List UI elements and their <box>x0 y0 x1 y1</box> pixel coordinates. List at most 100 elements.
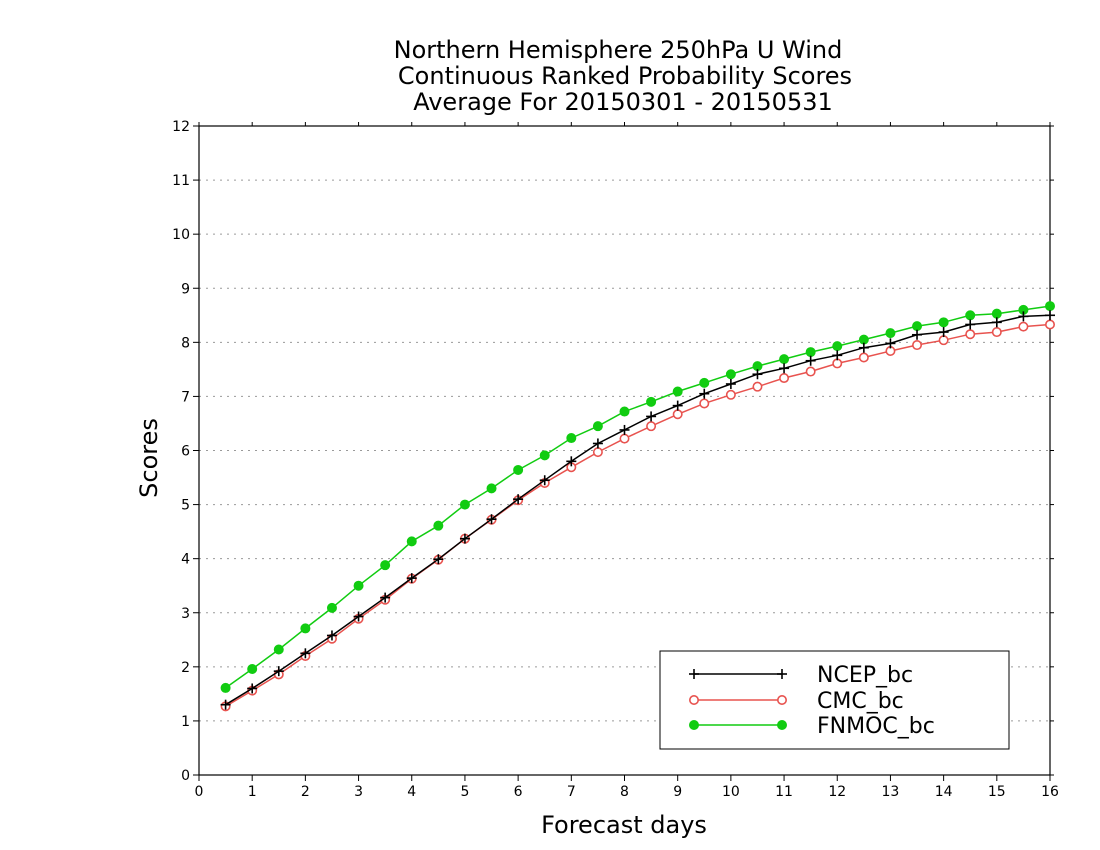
legend-marker-start-ncep-bc <box>689 669 699 679</box>
data-point-ncep-bc <box>672 400 683 411</box>
y-tick-label: 3 <box>181 606 190 622</box>
data-point-fnmoc-bc <box>566 433 577 444</box>
data-point-ncep-bc <box>273 666 284 677</box>
data-point-fnmoc-bc <box>885 328 896 339</box>
x-tick-label: 14 <box>935 784 953 800</box>
x-tick-label: 12 <box>828 784 846 800</box>
data-point-fnmoc-bc <box>592 421 603 432</box>
data-point-ncep-bc <box>805 355 816 366</box>
data-point-fnmoc-bc <box>619 406 630 417</box>
legend-marker-start-fnmoc-bc <box>689 720 699 730</box>
data-point-fnmoc-bc <box>539 450 550 461</box>
x-tick-label: 4 <box>407 784 416 800</box>
legend-label-ncep-bc: NCEP_bc <box>817 663 913 688</box>
data-point-fnmoc-bc <box>486 483 497 494</box>
data-point-cmc-bc <box>592 447 603 458</box>
data-point-fnmoc-bc <box>433 520 444 531</box>
legend-label-fnmoc-bc: FNMOC_bc <box>817 714 935 739</box>
data-point-ncep-bc <box>406 573 417 584</box>
x-tick-label: 6 <box>514 784 523 800</box>
series-fnmoc-bc <box>220 301 1055 693</box>
data-point-fnmoc-bc <box>699 377 710 388</box>
data-point-fnmoc-bc <box>991 308 1002 319</box>
data-point-cmc-bc <box>646 421 657 432</box>
data-point-cmc-bc <box>965 329 976 340</box>
data-point-ncep-bc <box>1018 311 1029 322</box>
data-point-ncep-bc <box>752 369 763 380</box>
data-point-cmc-bc <box>619 433 630 444</box>
data-point-ncep-bc <box>433 554 444 565</box>
series-layer <box>220 301 1056 712</box>
data-point-ncep-bc <box>619 424 630 435</box>
data-point-ncep-bc <box>832 350 843 361</box>
data-point-fnmoc-bc <box>832 341 843 352</box>
y-tick-label: 10 <box>172 227 190 243</box>
x-tick-label: 11 <box>775 784 793 800</box>
data-point-ncep-bc <box>885 338 896 349</box>
data-point-ncep-bc <box>486 514 497 525</box>
data-point-fnmoc-bc <box>459 499 470 510</box>
legend-marker-start-cmc-bc <box>688 694 699 705</box>
data-point-fnmoc-bc <box>672 386 683 397</box>
data-point-fnmoc-bc <box>380 560 391 571</box>
data-point-ncep-bc <box>247 683 258 694</box>
x-tick-label: 1 <box>248 784 257 800</box>
data-point-cmc-bc <box>779 373 790 384</box>
y-tick-label: 4 <box>181 552 190 568</box>
data-point-ncep-bc <box>539 475 550 486</box>
x-tick-label: 13 <box>882 784 900 800</box>
data-point-ncep-bc <box>938 327 949 338</box>
data-point-ncep-bc <box>858 342 869 353</box>
y-tick-label: 7 <box>181 389 190 405</box>
data-point-ncep-bc <box>326 630 337 641</box>
data-point-ncep-bc <box>220 699 231 710</box>
y-tick-label: 6 <box>181 444 190 460</box>
data-point-cmc-bc <box>938 335 949 346</box>
data-point-fnmoc-bc <box>300 623 311 634</box>
legend-marker-end-ncep-bc <box>777 669 787 679</box>
data-point-ncep-bc <box>380 592 391 603</box>
x-tick-label: 0 <box>195 784 204 800</box>
data-point-ncep-bc <box>353 611 364 622</box>
legend-marker-end-fnmoc-bc <box>777 720 787 730</box>
data-point-ncep-bc <box>513 494 524 505</box>
x-tick-label: 16 <box>1041 784 1059 800</box>
data-point-ncep-bc <box>300 648 311 659</box>
grid <box>199 179 1050 722</box>
data-point-fnmoc-bc <box>805 347 816 358</box>
data-point-ncep-bc <box>991 317 1002 328</box>
y-tick-label: 5 <box>181 498 190 514</box>
data-point-ncep-bc <box>779 363 790 374</box>
data-point-cmc-bc <box>725 389 736 400</box>
legend-entry-cmc-bc: CMC_bc <box>688 689 904 714</box>
x-tick-label: 5 <box>460 784 469 800</box>
y-tick-label: 11 <box>172 173 190 189</box>
data-point-fnmoc-bc <box>247 663 258 674</box>
x-tick-label: 10 <box>722 784 740 800</box>
y-tick-label: 8 <box>181 335 190 351</box>
data-point-fnmoc-bc <box>406 536 417 547</box>
data-point-ncep-bc <box>566 456 577 467</box>
data-point-ncep-bc <box>965 319 976 330</box>
data-point-cmc-bc <box>752 381 763 392</box>
y-tick-label: 12 <box>172 119 190 135</box>
data-point-cmc-bc <box>805 366 816 377</box>
data-point-ncep-bc <box>646 411 657 422</box>
data-point-fnmoc-bc <box>1045 301 1055 312</box>
data-point-cmc-bc <box>672 409 683 420</box>
data-point-fnmoc-bc <box>725 369 736 380</box>
x-tick-label: 9 <box>673 784 682 800</box>
x-tick-label: 7 <box>567 784 576 800</box>
legend-label-cmc-bc: CMC_bc <box>817 689 904 714</box>
data-point-fnmoc-bc <box>938 317 949 328</box>
legend-entry-ncep-bc: NCEP_bc <box>689 663 913 688</box>
series-line-ncep-bc <box>225 314 1051 706</box>
data-point-cmc-bc <box>1018 321 1029 332</box>
data-point-fnmoc-bc <box>779 354 790 365</box>
y-tick-label: 2 <box>181 660 190 676</box>
y-axis-label: Scores <box>135 418 163 498</box>
chart-title: Northern Hemisphere 250hPa U Wind Contin… <box>394 36 852 116</box>
